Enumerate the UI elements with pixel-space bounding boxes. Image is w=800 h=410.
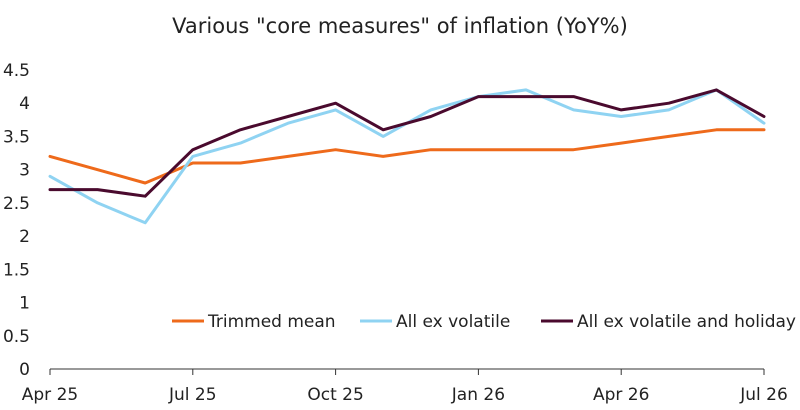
y-tick-label: 3.5: [3, 127, 30, 147]
y-tick-label: 0: [19, 360, 30, 380]
x-tick-label: Jul 26: [739, 385, 788, 405]
series-lines: [48, 88, 766, 225]
y-tick-label: 3: [19, 161, 30, 181]
legend-label: All ex volatile and holiday: [577, 312, 796, 332]
x-tick-label: Jan 26: [451, 385, 505, 405]
series-line-3: [48, 88, 766, 198]
x-tick-label: Apr 26: [593, 385, 649, 405]
y-tick-label: 1: [19, 294, 30, 314]
x-tick-label: Oct 25: [307, 385, 363, 405]
y-tick-label: 4.5: [3, 61, 30, 81]
y-tick-label: 2: [19, 227, 30, 247]
chart-title: Various "core measures" of inflation (Yo…: [172, 14, 628, 38]
x-tick-label: Jul 25: [168, 385, 217, 405]
series-line-1: [48, 128, 766, 185]
legend-label: Trimmed mean: [207, 312, 336, 332]
x-axis-ticks: Apr 25 Jul 25 Oct 25 Jan 26 Apr 26 Jul 26: [22, 369, 788, 405]
y-tick-label: 4: [19, 94, 30, 114]
legend: Trimmed mean All ex volatile All ex volati…: [172, 312, 796, 332]
y-tick-label: 0.5: [3, 327, 30, 347]
series-line-2: [48, 88, 766, 225]
x-tick-label: Apr 25: [22, 385, 78, 405]
y-tick-label: 1.5: [3, 260, 30, 280]
legend-label: All ex volatile: [396, 312, 510, 332]
y-tick-label: 2.5: [3, 194, 30, 214]
y-axis-ticks: 0 0.5 1 1.5 2 2.5 3 3.5 4 4.5: [3, 61, 30, 380]
